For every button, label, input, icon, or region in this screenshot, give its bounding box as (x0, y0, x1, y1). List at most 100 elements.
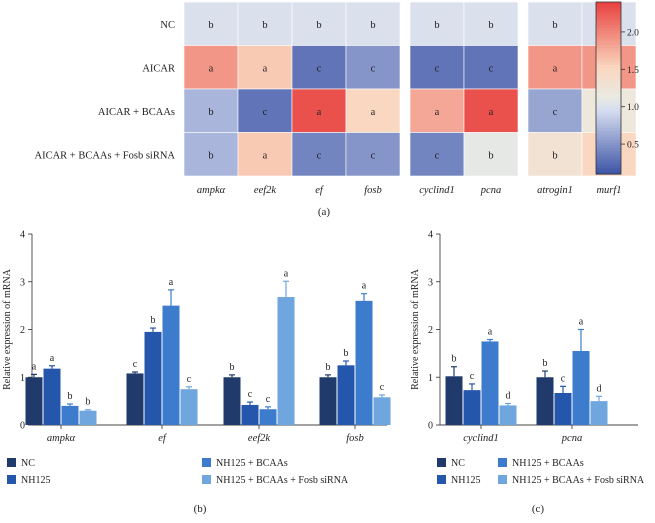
colorbar-segment (596, 171, 621, 175)
legend-label: NH125 + BCAAs + Fosb siRNA (512, 475, 645, 486)
heatmap-row-label: AICAR + BCAAs (98, 107, 175, 118)
legend-swatch (202, 458, 211, 467)
colorbar-segment (596, 27, 621, 32)
x-tick-label: fosb (346, 433, 364, 444)
y-tick-label: 0 (428, 421, 433, 432)
legend-swatch (202, 475, 211, 484)
heatmap-cell-letter: a (553, 63, 558, 74)
bar (463, 390, 481, 425)
colorbar-segment (596, 102, 621, 106)
heatmap-column-label: atrogin1 (537, 185, 573, 196)
bar (61, 405, 79, 425)
colorbar-segment (596, 108, 621, 112)
heatmap-row-label: AICAR (142, 63, 175, 74)
significance-letter: b (86, 397, 91, 408)
legend-label: NH125 + BCAAs (512, 458, 584, 469)
y-axis-label: Relative expression of mRNA (2, 268, 13, 390)
heatmap-column-label: murf1 (596, 185, 621, 196)
y-tick-label: 3 (20, 277, 25, 288)
y-tick-label: 2 (20, 325, 25, 336)
significance-letter: a (488, 327, 493, 338)
colorbar-segment (596, 53, 621, 58)
caption-c: (c) (532, 503, 545, 515)
heatmap-cell-letter: b (370, 20, 375, 31)
heatmap-cell-letter: b (208, 150, 213, 161)
legend-label: NH125 + BCAAs (216, 458, 288, 469)
y-tick-label: 2 (428, 325, 433, 336)
heatmap-cell-letter: c (317, 150, 322, 161)
heatmap-cell (409, 1, 465, 46)
heatmap-column-label: pcna (480, 185, 501, 196)
heatmap-cell (237, 1, 293, 46)
significance-letter: a (284, 268, 289, 279)
y-tick-label: 1 (428, 373, 433, 384)
bar (259, 409, 277, 425)
colorbar-segment (596, 165, 621, 169)
heatmap-cell (527, 45, 583, 90)
y-tick-label: 0 (20, 421, 25, 432)
significance-letter: b (151, 315, 156, 326)
colorbar-segment (596, 10, 621, 15)
heatmap-cell-letter: c (263, 107, 268, 118)
significance-letter: c (248, 389, 253, 400)
significance-letter: a (579, 317, 584, 328)
heatmap-column-label: fosb (364, 185, 382, 196)
bar (180, 389, 198, 425)
colorbar-segment (596, 4, 621, 9)
colorbar-segment (596, 131, 621, 135)
legend-label: NH125 (21, 475, 50, 486)
significance-letter: b (230, 362, 235, 373)
x-tick-label: pcna (561, 433, 582, 444)
heatmap-cell-letter: b (262, 20, 267, 31)
colorbar-segment (596, 65, 621, 69)
colorbar-segment (596, 82, 621, 86)
bar (590, 401, 608, 425)
significance-letter: b (543, 358, 548, 369)
heatmap-cell (237, 45, 293, 90)
x-tick-label: ef (158, 433, 168, 444)
colorbar-segment (596, 105, 621, 109)
heatmap-cell-letter: a (317, 107, 322, 118)
significance-letter: a (169, 277, 174, 288)
colorbar-segment (596, 24, 621, 29)
bar (481, 341, 499, 425)
heatmap-cell-letter: a (371, 107, 376, 118)
colorbar-segment (596, 67, 621, 72)
significance-letter: b (344, 348, 349, 359)
significance-letter: d (597, 383, 602, 394)
colorbar-segment (596, 128, 621, 132)
colorbar-segment (596, 70, 621, 75)
bar (373, 397, 391, 425)
bar (223, 377, 241, 425)
legend-label: NH125 (451, 475, 480, 486)
significance-letter: c (133, 359, 138, 370)
bar-chart-b: 0 1 2 3 4 Relative expression of mRNA ampkα a a b… (2, 230, 391, 486)
heatmap-cell-letter: b (208, 20, 213, 31)
heatmap-cell (183, 1, 239, 46)
colorbar-segment (596, 88, 621, 92)
heatmap-cell-letter: c (371, 63, 376, 74)
bar (319, 377, 337, 425)
significance-letter: c (266, 394, 271, 405)
colorbar-segment (596, 30, 621, 35)
legend-label: NC (21, 458, 35, 469)
colorbar-tick-label: 2.0 (627, 28, 639, 38)
significance-letter: a (50, 353, 55, 364)
colorbar-segment (596, 151, 621, 155)
heatmap-row-label: NC (160, 20, 175, 31)
colorbar-segment (596, 139, 621, 144)
colorbar-segment (596, 133, 621, 138)
colorbar-segment (596, 148, 621, 152)
colorbar-segment (596, 96, 621, 101)
colorbar-segment (596, 116, 621, 121)
colorbar-segment (596, 162, 621, 166)
heatmap-cell (345, 132, 401, 177)
y-tick-label: 4 (20, 230, 25, 241)
significance-letter: a (32, 361, 37, 372)
heatmap-cell-letter: c (317, 63, 322, 74)
heatmap-cell (183, 45, 239, 90)
heatmap-cell-letter: a (435, 107, 440, 118)
heatmap-cell-letter: b (434, 20, 439, 31)
colorbar-segment (596, 99, 621, 103)
colorbar-segment (596, 113, 621, 118)
